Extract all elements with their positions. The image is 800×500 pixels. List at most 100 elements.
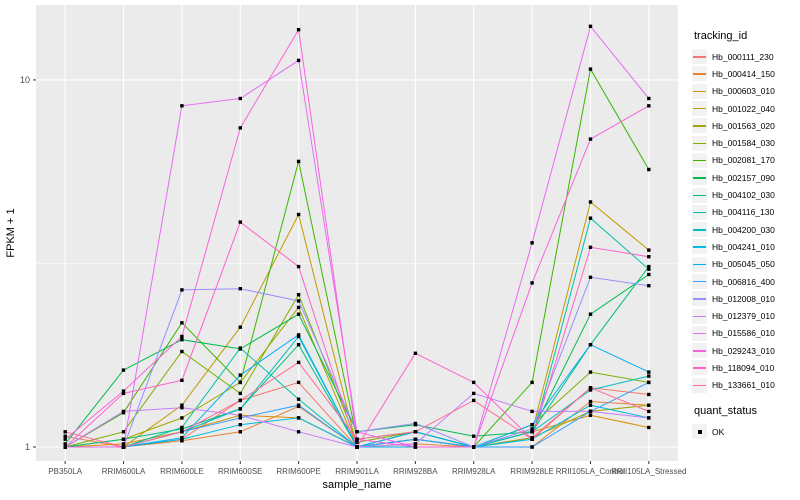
data-point-Hb_001563_020 xyxy=(296,305,301,310)
legend-key-swatch xyxy=(692,204,707,220)
legend-key-swatch xyxy=(692,291,707,307)
data-point-Hb_002157_090 xyxy=(647,272,651,277)
data-point-Hb_012379_010 xyxy=(588,409,593,414)
legend-item-Hb_002081_170: Hb_002081_170 xyxy=(692,152,800,169)
data-point-Hb_015586_010 xyxy=(180,104,184,108)
legend-key-line-icon xyxy=(693,298,706,300)
legend-title-tracking-id: tracking_id xyxy=(694,30,748,42)
legend-item-label: Hb_002157_090 xyxy=(712,172,775,183)
legend-key-swatch xyxy=(692,360,707,376)
data-point-Hb_001584_030 xyxy=(180,349,184,354)
legend-key-swatch xyxy=(692,343,707,359)
data-point-Hb_002081_170 xyxy=(647,167,651,172)
legend-item-label: Hb_004116_130 xyxy=(712,207,775,218)
legend-item-label: Hb_006816_400 xyxy=(712,276,775,287)
legend-key-swatch xyxy=(692,118,707,134)
data-point-Hb_118094_010 xyxy=(296,264,301,269)
data-point-Hb_000111_230 xyxy=(296,380,301,385)
data-point-Hb_005045_050 xyxy=(530,423,534,427)
data-point-Hb_012008_010 xyxy=(413,421,418,426)
legend-key-line-icon xyxy=(693,108,706,110)
legend-key-line-icon xyxy=(693,367,706,369)
data-point-Hb_004241_010 xyxy=(588,403,593,407)
data-point-Hb_002081_170 xyxy=(180,321,184,325)
legend-item-label: Hb_000111_230 xyxy=(712,51,774,62)
data-point-Hb_012379_010 xyxy=(180,406,184,410)
x-tick-label: RRIM928LE xyxy=(510,467,554,476)
legend-key-line-icon xyxy=(693,229,706,231)
data-point-Hb_001563_020 xyxy=(180,416,184,420)
data-point-Hb_012008_010 xyxy=(296,299,301,303)
data-point-Hb_012379_010 xyxy=(413,442,418,446)
data-point-Hb_004116_130 xyxy=(647,267,651,271)
data-point-Hb_133661_010 xyxy=(180,430,184,434)
black-square-point-icon xyxy=(697,429,702,435)
data-point-Hb_002081_170 xyxy=(296,159,301,164)
data-point-Hb_005045_050 xyxy=(647,370,651,374)
data-point-Hb_118094_010 xyxy=(238,220,242,224)
x-tick-label: RRIM600LE xyxy=(160,467,204,476)
data-point-Hb_004241_010 xyxy=(296,416,301,420)
x-tick-label: RRIM901LA xyxy=(335,467,379,476)
legend-item-Hb_012379_010: Hb_012379_010 xyxy=(692,307,800,324)
data-point-Hb_133661_010 xyxy=(238,398,242,403)
data-point-Hb_004116_130 xyxy=(180,425,184,430)
x-axis-title: sample_name xyxy=(322,479,391,491)
data-point-Hb_004116_130 xyxy=(296,397,301,401)
data-point-Hb_015586_010 xyxy=(355,430,359,434)
data-point-Hb_002081_170 xyxy=(588,67,593,71)
data-point-Hb_000414_150 xyxy=(588,399,593,404)
data-point-Hb_029243_010 xyxy=(588,137,593,141)
legend-quant-block: quant_status OK xyxy=(692,405,800,440)
data-point-Hb_004102_030 xyxy=(296,343,301,347)
legend-item-label: Hb_001022_040 xyxy=(712,103,775,114)
data-point-Hb_001584_030 xyxy=(588,370,593,374)
data-point-Hb_004116_130 xyxy=(238,346,242,350)
legend-key-line-icon xyxy=(693,246,706,248)
legend-item-Hb_015586_010: Hb_015586_010 xyxy=(692,325,800,342)
legend-key-line-icon xyxy=(693,194,706,196)
legend-item-label: Hb_012008_010 xyxy=(712,293,775,304)
y-tick-label: 1 xyxy=(25,442,30,452)
data-point-Hb_133661_010 xyxy=(472,398,476,403)
legend-key-swatch xyxy=(692,101,707,117)
data-point-Hb_004241_010 xyxy=(238,423,242,427)
data-point-Hb_015586_010 xyxy=(530,241,534,245)
legend-item-Hb_001563_020: Hb_001563_020 xyxy=(692,117,800,134)
data-point-Hb_006816_400 xyxy=(296,403,301,407)
legend-item-Hb_012008_010: Hb_012008_010 xyxy=(692,290,800,307)
data-point-Hb_012379_010 xyxy=(238,413,242,417)
legend-item-Hb_118094_010: Hb_118094_010 xyxy=(692,359,800,376)
legend-key-line-icon xyxy=(693,159,706,162)
legend-key-line-icon xyxy=(693,177,706,179)
legend-item-label: Hb_001563_020 xyxy=(712,120,775,131)
data-point-Hb_000603_010 xyxy=(588,413,593,417)
data-point-Hb_001584_030 xyxy=(238,391,242,396)
legend-quant-items: OK xyxy=(692,423,800,440)
data-point-Hb_118094_010 xyxy=(355,445,359,449)
data-point-Hb_118094_010 xyxy=(647,255,651,259)
data-point-Hb_012008_010 xyxy=(530,427,534,431)
data-point-Hb_012379_010 xyxy=(530,409,534,414)
data-point-Hb_002081_170 xyxy=(530,380,534,385)
data-point-Hb_133661_010 xyxy=(296,360,301,365)
legend-item-label: Hb_000603_010 xyxy=(712,86,775,97)
data-point-Hb_002157_090 xyxy=(296,312,301,316)
data-point-Hb_006816_400 xyxy=(413,437,418,441)
legend-item-Hb_004102_030: Hb_004102_030 xyxy=(692,186,800,203)
data-point-Hb_005045_050 xyxy=(180,436,184,440)
x-tick-label: RRIM600SE xyxy=(218,467,262,476)
legend-item-label: Hb_029243_010 xyxy=(712,345,775,356)
legend-item-Hb_004200_030: Hb_004200_030 xyxy=(692,221,800,238)
legend-key-line-icon xyxy=(693,315,706,317)
data-point-Hb_133661_010 xyxy=(63,430,67,434)
legend-item-Hb_000603_010: Hb_000603_010 xyxy=(692,83,800,100)
legend-item-label: Hb_001584_030 xyxy=(712,138,775,149)
legend-key-swatch xyxy=(692,274,707,289)
legend-item-label: Hb_012379_010 xyxy=(712,311,775,322)
legend-item-Hb_002157_090: Hb_002157_090 xyxy=(692,169,800,186)
data-point-Hb_001563_020 xyxy=(647,403,651,407)
data-point-Hb_000414_150 xyxy=(238,430,242,434)
data-point-Hb_012379_010 xyxy=(121,409,126,414)
x-tick-label: RRII105LA_Stressed xyxy=(611,467,686,476)
